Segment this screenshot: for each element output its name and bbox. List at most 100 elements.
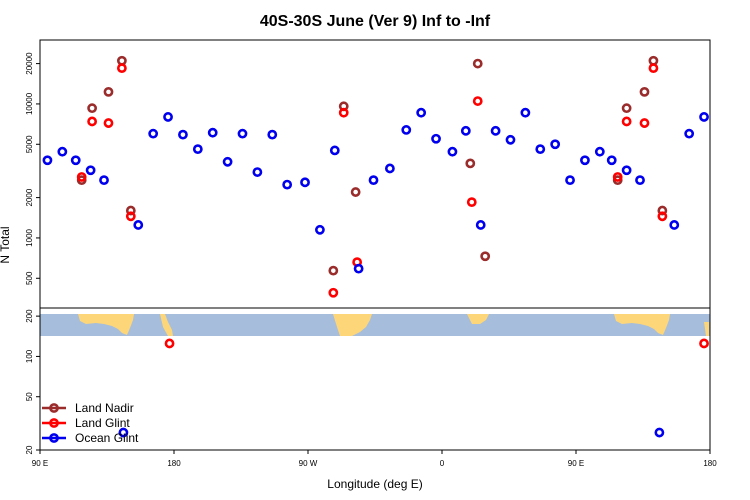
legend-land-glint-label: Land Glint — [75, 416, 130, 430]
land-nadir-point — [621, 103, 632, 114]
x-tick-label: 90 W — [299, 459, 318, 468]
upper-y-axis: 500 1000 2000 5000 10000 20000 — [25, 52, 40, 285]
x-axis-label: Longitude (deg E) — [327, 477, 422, 491]
land-glint-point — [466, 197, 477, 208]
ocean-glint-point — [431, 133, 441, 144]
world-map-strip — [40, 314, 710, 336]
land-glint-point — [87, 116, 98, 127]
land-glint-point — [639, 118, 650, 128]
land-nadir-point — [639, 86, 650, 97]
ocean-glint-point — [237, 128, 248, 139]
land-glint-point — [657, 211, 668, 222]
ocean-glint-point — [654, 427, 665, 438]
plot-frame — [39, 39, 711, 451]
ocean-glint-point — [594, 146, 605, 157]
ocean-glint-point — [384, 163, 395, 174]
land-glint-point — [648, 63, 659, 74]
ocean-background — [40, 314, 710, 336]
legend-land-glint-marker — [49, 418, 59, 428]
ocean-glint-point — [606, 155, 617, 166]
upper-y-tick-label: 500 — [25, 271, 34, 285]
ocean-glint-point — [57, 146, 68, 157]
land-glint-point — [125, 211, 136, 222]
ocean-glint-point — [621, 165, 632, 176]
south-africa — [467, 314, 489, 324]
new-zealand-east — [704, 322, 709, 336]
ocean-glint-point — [222, 156, 233, 167]
land-nadir-point — [350, 187, 361, 197]
upper-y-tick-label: 1000 — [25, 228, 34, 246]
ocean-glint-point — [118, 427, 129, 438]
ocean-glint-point — [353, 263, 364, 274]
ocean-glint-point — [192, 144, 203, 155]
ocean-glint-point — [535, 144, 546, 155]
land-glint-point — [328, 287, 339, 298]
ocean-glint-point — [490, 125, 501, 136]
ocean-glint-point — [460, 125, 471, 136]
ocean-glint-point — [282, 179, 293, 190]
ocean-glint-point — [99, 175, 109, 186]
ocean-glint-point — [300, 177, 310, 188]
land-glint-point — [103, 118, 114, 128]
land-nadir-point — [480, 251, 491, 262]
australia-west — [78, 314, 134, 335]
land-glint-point — [76, 172, 87, 182]
ocean-glint-point — [669, 220, 680, 230]
ocean-glint-point — [505, 134, 516, 145]
upper-y-tick-label: 10000 — [25, 92, 34, 115]
ocean-glint-point — [207, 127, 218, 138]
legend-ocean-glint-marker — [49, 433, 59, 443]
upper-y-tick-label: 5000 — [25, 135, 34, 153]
land-nadir-point — [465, 158, 476, 169]
ocean-glint-point — [85, 165, 96, 176]
x-tick-label: 0 — [440, 459, 445, 468]
ocean-glint-point — [475, 220, 486, 230]
lower-y-tick-label: 20 — [25, 445, 34, 454]
lower-y-tick-label: 200 — [25, 309, 34, 323]
south-america — [333, 314, 372, 336]
land-glint-point — [338, 107, 349, 118]
x-tick-label: 180 — [167, 459, 181, 468]
ocean-glint-point — [329, 145, 340, 156]
data-points — [42, 55, 709, 438]
land-nadir-point — [87, 103, 98, 114]
y-axis-label: N Total — [0, 226, 12, 263]
ocean-glint-point — [42, 155, 53, 166]
ocean-glint-point — [148, 128, 159, 139]
x-tick-label: 180 — [703, 459, 717, 468]
land-glint-point — [116, 63, 127, 74]
ocean-glint-point — [699, 112, 709, 122]
land-glint-point — [472, 96, 483, 106]
australia-east — [614, 314, 670, 335]
chart-title: 40S-30S June (Ver 9) Inf to -Inf — [260, 13, 491, 30]
upper-y-tick-label: 20000 — [25, 52, 34, 75]
ocean-glint-point — [178, 129, 188, 140]
ocean-glint-point — [684, 128, 695, 139]
ocean-glint-point — [635, 175, 645, 186]
ocean-glint-point — [565, 175, 575, 186]
tasmania-new-zealand — [160, 314, 173, 336]
ocean-glint-point — [70, 155, 81, 166]
ocean-glint-point — [416, 107, 427, 118]
ocean-glint-point — [520, 107, 531, 118]
land-nadir-point — [328, 265, 339, 276]
ocean-glint-point — [133, 220, 144, 230]
x-axis: 90 E 180 90 W 0 90 E 180 — [32, 450, 717, 468]
land-glint-point — [164, 338, 175, 349]
ocean-glint-point — [550, 139, 561, 150]
land-glint-point — [621, 116, 632, 127]
ocean-glint-point — [315, 224, 325, 235]
land-nadir-point — [657, 205, 668, 216]
legend-land-nadir-marker — [49, 403, 59, 413]
ocean-glint-point — [267, 129, 278, 140]
land-nadir-point — [103, 86, 114, 97]
legend-land-nadir-label: Land Nadir — [75, 401, 134, 415]
x-tick-label: 90 E — [568, 459, 584, 468]
lower-y-tick-label: 100 — [25, 349, 34, 363]
land-nadir-point — [125, 205, 136, 216]
ocean-glint-point — [368, 175, 379, 186]
land-glint-point — [612, 172, 623, 182]
ocean-glint-point — [163, 112, 173, 122]
